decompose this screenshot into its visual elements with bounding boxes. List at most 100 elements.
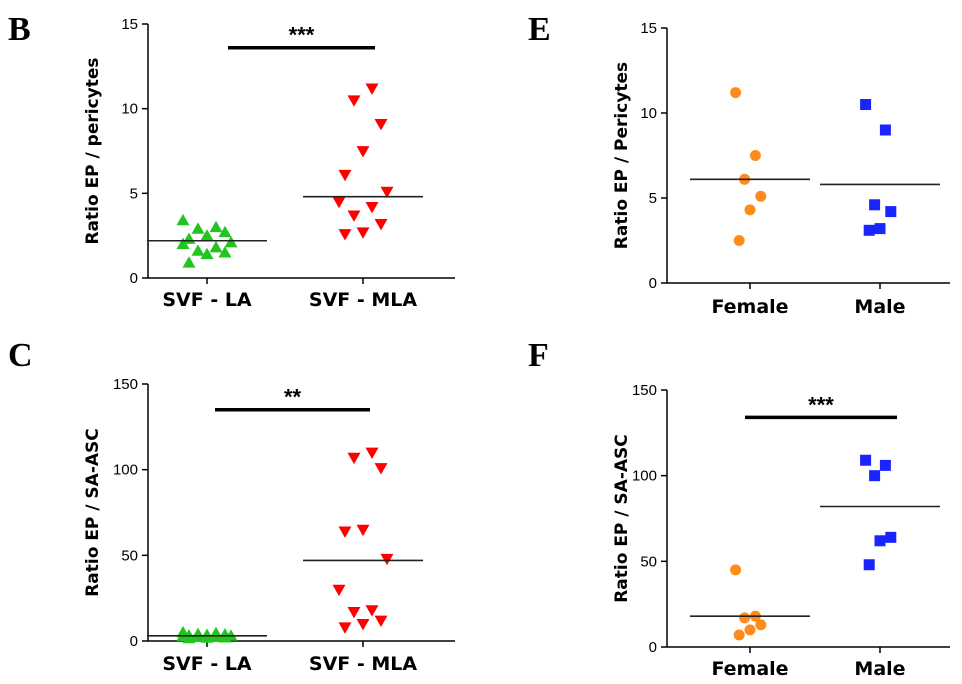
data-point <box>365 202 379 214</box>
data-point <box>755 190 767 202</box>
data-point <box>356 524 370 537</box>
y-tick-label: 5 <box>649 190 657 207</box>
data-point <box>744 204 756 216</box>
data-point <box>332 584 346 597</box>
y-tick-label: 100 <box>632 468 657 485</box>
data-point <box>863 559 875 571</box>
significance-label: ** <box>284 385 302 410</box>
data-point <box>749 150 761 161</box>
data-point <box>874 223 886 235</box>
data-point <box>347 210 361 222</box>
y-tick-label: 0 <box>649 639 657 656</box>
data-point <box>733 629 745 641</box>
data-point <box>332 196 346 209</box>
data-point <box>356 227 370 239</box>
data-point <box>374 218 388 231</box>
data-point <box>182 629 196 641</box>
panel-letter-f: F <box>528 337 549 374</box>
data-point <box>200 229 214 241</box>
data-point <box>338 169 352 182</box>
data-point <box>885 531 897 543</box>
data-point <box>863 224 875 236</box>
data-point <box>347 606 361 619</box>
y-tick-label: 10 <box>640 105 657 122</box>
data-point <box>739 612 751 624</box>
significance-label: *** <box>808 392 834 417</box>
y-tick-label: 5 <box>130 185 138 202</box>
data-point <box>374 119 388 131</box>
y-tick-label: 0 <box>130 633 138 650</box>
panel-letter-e: E <box>528 11 551 48</box>
data-point <box>374 463 388 475</box>
x-category-label: Female <box>711 296 788 318</box>
data-point <box>191 222 205 234</box>
x-category-label: Male <box>854 658 905 680</box>
y-tick-label: 0 <box>649 275 657 292</box>
data-point <box>356 146 370 158</box>
data-point <box>365 447 379 460</box>
data-point <box>744 624 756 636</box>
data-point <box>218 225 232 238</box>
data-point <box>338 526 352 538</box>
data-point <box>224 235 238 248</box>
data-point <box>182 232 196 244</box>
data-point <box>874 535 886 547</box>
data-point <box>730 87 742 99</box>
data-point <box>879 459 891 471</box>
y-tick-label: 50 <box>121 547 138 564</box>
x-category-label: SVF - MLA <box>309 289 417 311</box>
panel-letter-b: B <box>8 11 31 48</box>
data-point <box>374 615 388 627</box>
y-tick-label: 50 <box>640 553 657 570</box>
y-tick-label: 15 <box>121 16 138 33</box>
panel-b-plot: 0 5 10 15 SVF - LA SVF - MLA Ratio EP / pericy… <box>83 16 455 311</box>
y-tick-label: 0 <box>130 270 138 287</box>
y-axis-label: Ratio EP / pericytes <box>83 57 103 244</box>
y-tick-label: 150 <box>113 376 138 393</box>
data-point <box>209 241 223 253</box>
data-point <box>869 199 881 211</box>
panel-f-plot: 0 50 100 150 Female Male Ratio EP / SA-ASC *** <box>612 382 950 680</box>
data-point <box>869 470 881 482</box>
data-point <box>182 256 196 268</box>
data-point <box>365 83 379 95</box>
y-tick-label: 100 <box>113 462 138 479</box>
y-tick-label: 150 <box>632 382 657 399</box>
y-tick-label: 10 <box>121 101 138 118</box>
data-point <box>730 564 742 576</box>
data-point <box>879 124 891 136</box>
data-point <box>365 605 379 617</box>
panel-e-plot: 0 5 10 15 Female Male Ratio EP / Pericytes <box>612 20 950 318</box>
data-point <box>860 99 872 110</box>
data-point <box>733 235 745 246</box>
data-point <box>191 627 205 640</box>
significance-label: *** <box>289 23 315 48</box>
data-point <box>338 229 352 241</box>
data-point <box>218 246 232 258</box>
y-tick-label: 15 <box>640 20 657 37</box>
panel-c-plot: 0 50 100 150 SVF - LA SVF - MLA Ratio EP / SA-… <box>83 376 455 675</box>
data-point <box>380 553 394 566</box>
data-point <box>380 186 394 199</box>
y-axis-label: Ratio EP / SA-ASC <box>83 428 103 597</box>
x-category-label: Female <box>711 658 788 680</box>
data-point <box>338 622 352 634</box>
y-axis-label: Ratio EP / SA-ASC <box>612 434 632 603</box>
data-point <box>885 206 897 218</box>
data-point <box>755 619 767 631</box>
data-point <box>860 454 872 466</box>
x-category-label: SVF - LA <box>162 289 252 311</box>
data-point <box>176 625 190 638</box>
data-point <box>347 452 361 465</box>
x-category-label: SVF - LA <box>162 653 252 675</box>
x-category-label: SVF - MLA <box>309 653 417 675</box>
data-point <box>176 213 190 226</box>
panel-letter-c: C <box>8 337 33 374</box>
data-point <box>356 618 370 631</box>
data-point <box>209 220 223 233</box>
data-point <box>200 247 214 260</box>
data-point <box>191 244 205 256</box>
x-category-label: Male <box>854 296 905 318</box>
y-axis-label: Ratio EP / Pericytes <box>612 62 632 249</box>
